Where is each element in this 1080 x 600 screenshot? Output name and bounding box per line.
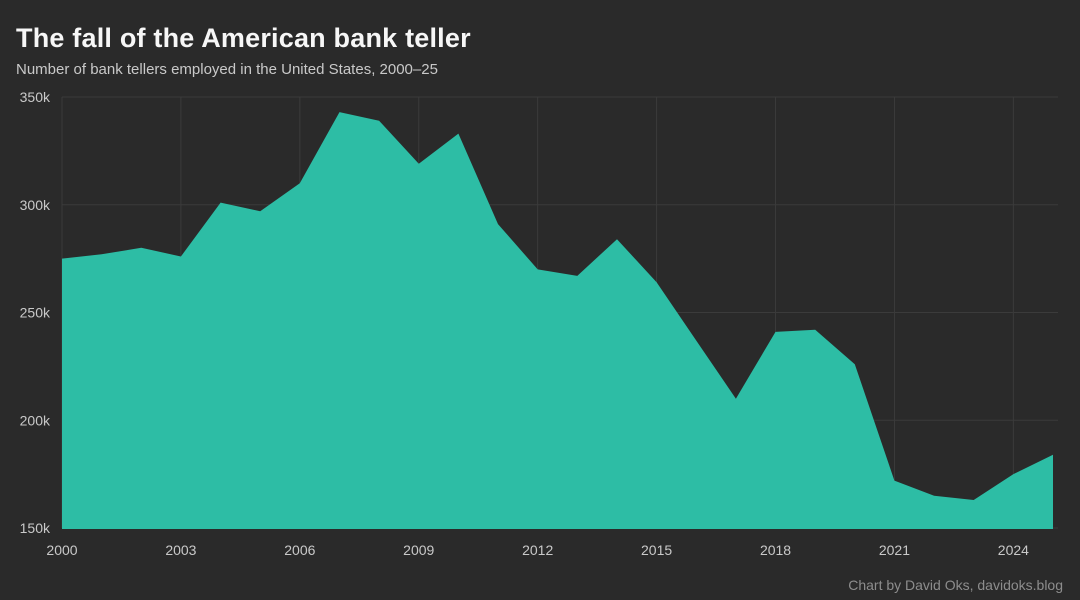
x-tick-label-2021: 2021 [879,542,910,558]
x-tick-label-2024: 2024 [998,542,1029,558]
y-tick-label-350k: 350k [20,89,51,105]
x-tick-label-2015: 2015 [641,542,672,558]
x-tick-label-2006: 2006 [284,542,315,558]
y-tick-label-300k: 300k [20,197,51,213]
x-tick-label-2012: 2012 [522,542,553,558]
y-tick-label-150k: 150k [20,520,51,536]
x-tick-label-2009: 2009 [403,542,434,558]
y-tick-label-200k: 200k [20,412,51,428]
x-tick-label-2003: 2003 [165,542,196,558]
area-series-bank-tellers [62,112,1053,529]
page-subtitle: Number of bank tellers employed in the U… [16,61,438,78]
x-tick-label-2018: 2018 [760,542,791,558]
page-title: The fall of the American bank teller [16,23,471,53]
attribution: Chart by David Oks, davidoks.blog [848,577,1063,593]
x-tick-label-2000: 2000 [46,542,77,558]
y-tick-label-250k: 250k [20,305,51,321]
